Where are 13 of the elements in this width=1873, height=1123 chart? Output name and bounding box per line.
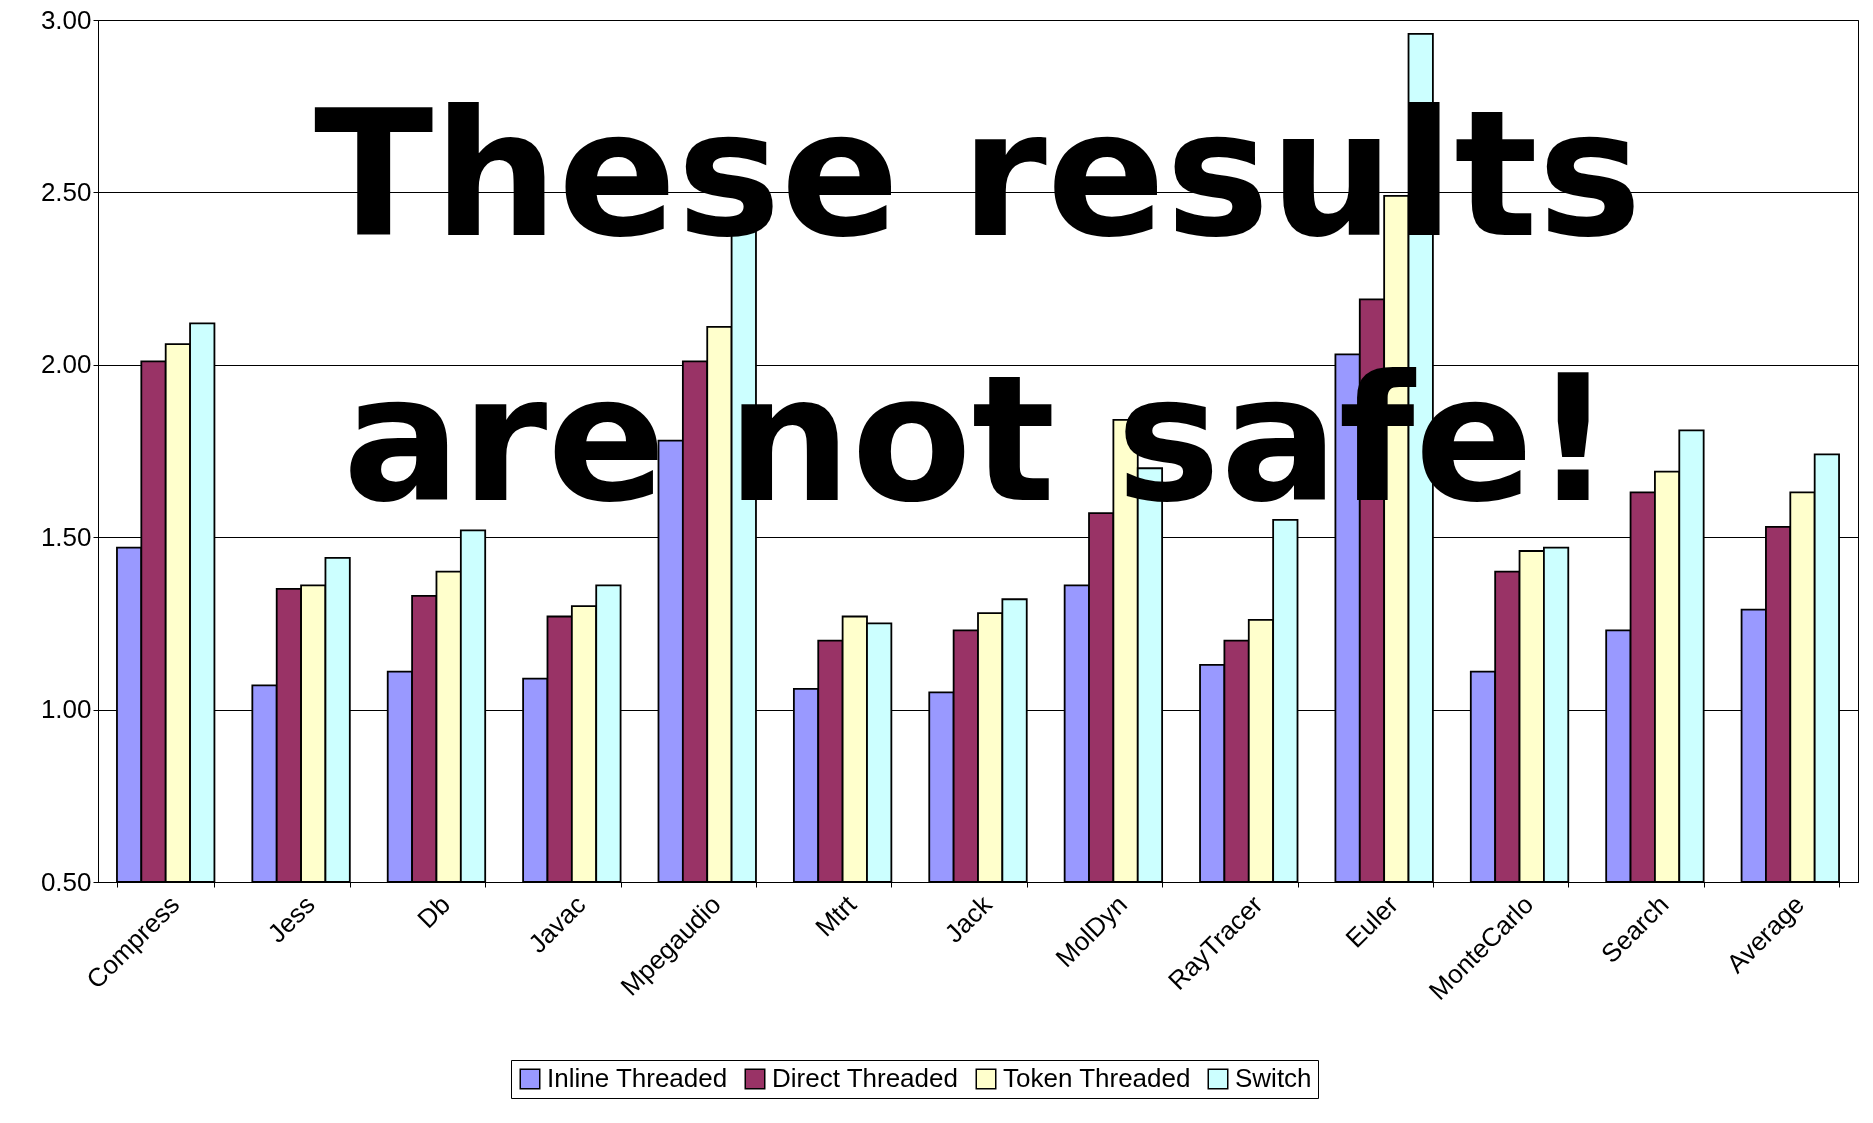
y-tick-label: 0.50: [40, 866, 92, 897]
x-tick-label: Db: [411, 889, 457, 935]
y-tick-label: 3.00: [40, 4, 92, 35]
legend-label: Direct Threaded: [772, 1063, 958, 1093]
y-tick-label: 2.50: [40, 176, 92, 207]
legend-label: Switch: [1235, 1063, 1312, 1093]
y-tick-label: 1.00: [40, 694, 92, 725]
x-tick-label: Mtrt: [809, 888, 863, 943]
x-tick-label: Jess: [261, 889, 321, 949]
legend-label: Inline Threaded: [547, 1063, 728, 1093]
y-tick-label: 2.00: [40, 349, 92, 380]
legend-label: Token Threaded: [1003, 1063, 1191, 1093]
y-tick-label: 1.50: [40, 521, 92, 552]
